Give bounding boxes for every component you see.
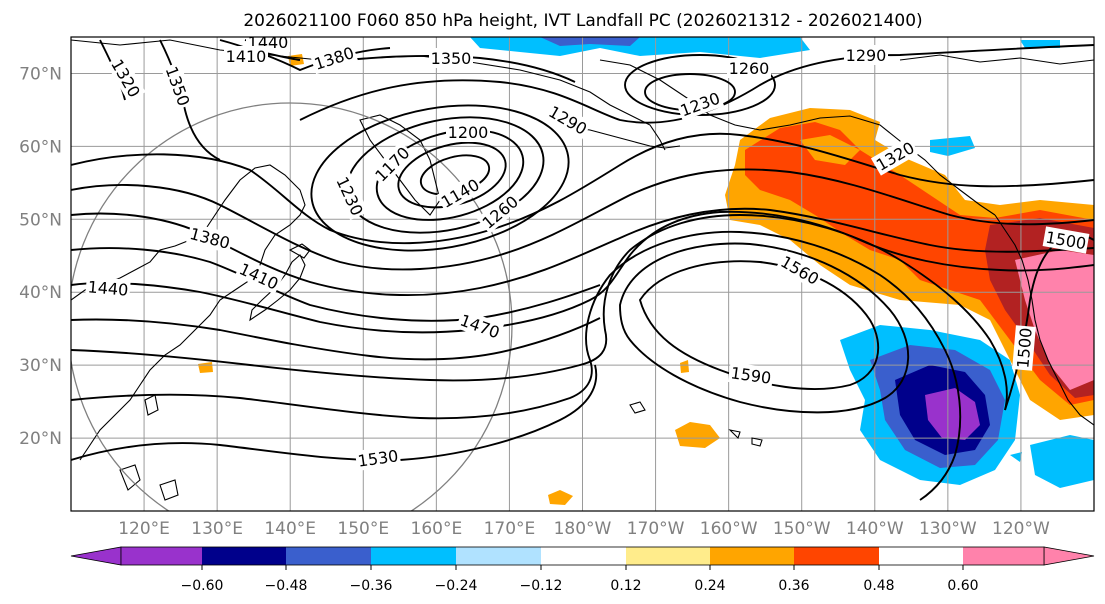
coast-hawaii: [728, 429, 763, 447]
colorbar-tick-label: −0.48: [265, 578, 308, 594]
contour-label-text: 1440: [87, 277, 129, 299]
colorbar-segment: [286, 547, 371, 565]
contour-label-text: 1260: [729, 59, 770, 78]
contour-label: 1200: [446, 122, 490, 142]
lat-label: 70°N: [19, 64, 62, 84]
contour-1590: [638, 260, 880, 390]
colorbar-segment: [202, 547, 286, 565]
colorbar-segment: [541, 547, 626, 565]
contour-1350-n: [329, 54, 576, 83]
ivt-negative-north-strong: [540, 37, 640, 46]
lat-label: 40°N: [19, 283, 62, 303]
colorbar: −0.60 −0.48 −0.36 −0.24 −0.12 0.12 0.24 0.36 0.4…: [70, 546, 1095, 594]
contour-label: 1530: [354, 445, 402, 471]
colorbar-tick-label: 0.36: [778, 578, 809, 594]
lon-label: 170°W: [627, 519, 685, 539]
colorbar-frame: [120, 546, 1045, 566]
coast-alaska: [599, 59, 996, 216]
ivt-blob-small1: [548, 490, 573, 505]
contour-label: 1350: [429, 48, 473, 68]
coast-islands-central: [629, 401, 646, 414]
colorbar-tick-label: 0.24: [694, 578, 725, 594]
coast-na-west: [994, 214, 1094, 426]
colorbar-extend-low: [70, 546, 122, 566]
longitude-labels: 120°E 130°E 140°E 150°E 160°E 170°E 180°W 170°W…: [118, 519, 1050, 539]
contour-label-text: 1500: [1013, 327, 1035, 369]
ivt-negative-ne2: [1020, 40, 1060, 48]
contour-1350: [71, 168, 1094, 271]
colorbar-tick-label: 0.12: [610, 578, 641, 594]
lat-label: 20°N: [19, 429, 62, 449]
contour-1350-nw: [159, 39, 221, 161]
coast-islands-west: [119, 394, 179, 501]
contour-label-text: 1410: [226, 47, 267, 66]
lat-label: 50°N: [19, 210, 62, 230]
lon-label: 120°E: [118, 519, 170, 539]
contour-1500: [71, 214, 1008, 411]
lon-label: 150°E: [337, 519, 389, 539]
lon-label: 140°E: [264, 519, 316, 539]
contour-label: 1290: [844, 45, 888, 65]
colorbar-segment: [710, 547, 794, 565]
ivt-negative-lobe-core: [925, 388, 980, 440]
contour-1470: [71, 317, 601, 361]
contour-label: 1500: [1012, 325, 1036, 371]
colorbar-tick-label: −0.36: [350, 578, 393, 594]
contour-label: 1440: [85, 276, 131, 300]
colorbar-tick-label: −0.60: [181, 578, 224, 594]
map-frame: [70, 36, 1095, 512]
contour-1260a: [310, 104, 570, 252]
contour-1200: [375, 129, 525, 221]
lon-label: 160°E: [411, 519, 463, 539]
latitude-labels: 70°N 60°N 50°N 40°N 30°N 20°N: [19, 64, 62, 449]
contour-1560b: [619, 242, 910, 414]
contour-label-text: 1350: [431, 49, 472, 68]
colorbar-tick-label: 0.60: [947, 578, 978, 594]
lon-label: 170°E: [484, 519, 536, 539]
ivt-blob-small4: [680, 360, 689, 373]
lon-label: 180°W: [554, 519, 612, 539]
coast-japan: [249, 254, 306, 322]
lon-label: 120°W: [992, 519, 1050, 539]
ivt-blob-hawaii: [675, 422, 720, 448]
lon-label: 160°W: [700, 519, 758, 539]
colorbar-segment: [371, 547, 456, 565]
lon-label: 150°W: [773, 519, 831, 539]
colorbar-segment: [794, 547, 879, 565]
lon-label: 130°E: [191, 519, 243, 539]
contour-1260b: [624, 54, 776, 116]
contour-1320: [71, 132, 1094, 245]
map-title: 2026021100 F060 850 hPa height, IVT Land…: [243, 11, 922, 31]
contour-label-text: 1200: [448, 123, 489, 142]
colorbar-segment: [456, 547, 541, 565]
lat-label: 60°N: [19, 137, 62, 157]
colorbar-tick-label: −0.24: [435, 578, 478, 594]
colorbar-tick-label: 0.48: [863, 578, 894, 594]
lon-label: 130°W: [919, 519, 977, 539]
colorbar-segment: [963, 547, 1044, 565]
lon-label: 140°W: [846, 519, 904, 539]
ivt-negative-se: [1030, 435, 1094, 488]
contour-1410: [71, 247, 601, 322]
contour-label-text: 1290: [846, 46, 887, 65]
colorbar-segment: [626, 547, 710, 565]
colorbar-tick-label: −0.12: [520, 578, 563, 594]
contour-label: 1260: [727, 58, 771, 78]
contour-1560: [71, 230, 962, 501]
ivt-positive-band-red: [745, 122, 1094, 405]
lat-label: 30°N: [19, 356, 62, 376]
contour-label: 1410: [224, 46, 268, 66]
coast-asia-east: [71, 164, 306, 461]
colorbar-extend-high: [1043, 546, 1095, 566]
coast-na-north: [899, 54, 1094, 65]
ivt-positive-pink: [1015, 250, 1094, 390]
colorbar-segment: [121, 547, 202, 565]
